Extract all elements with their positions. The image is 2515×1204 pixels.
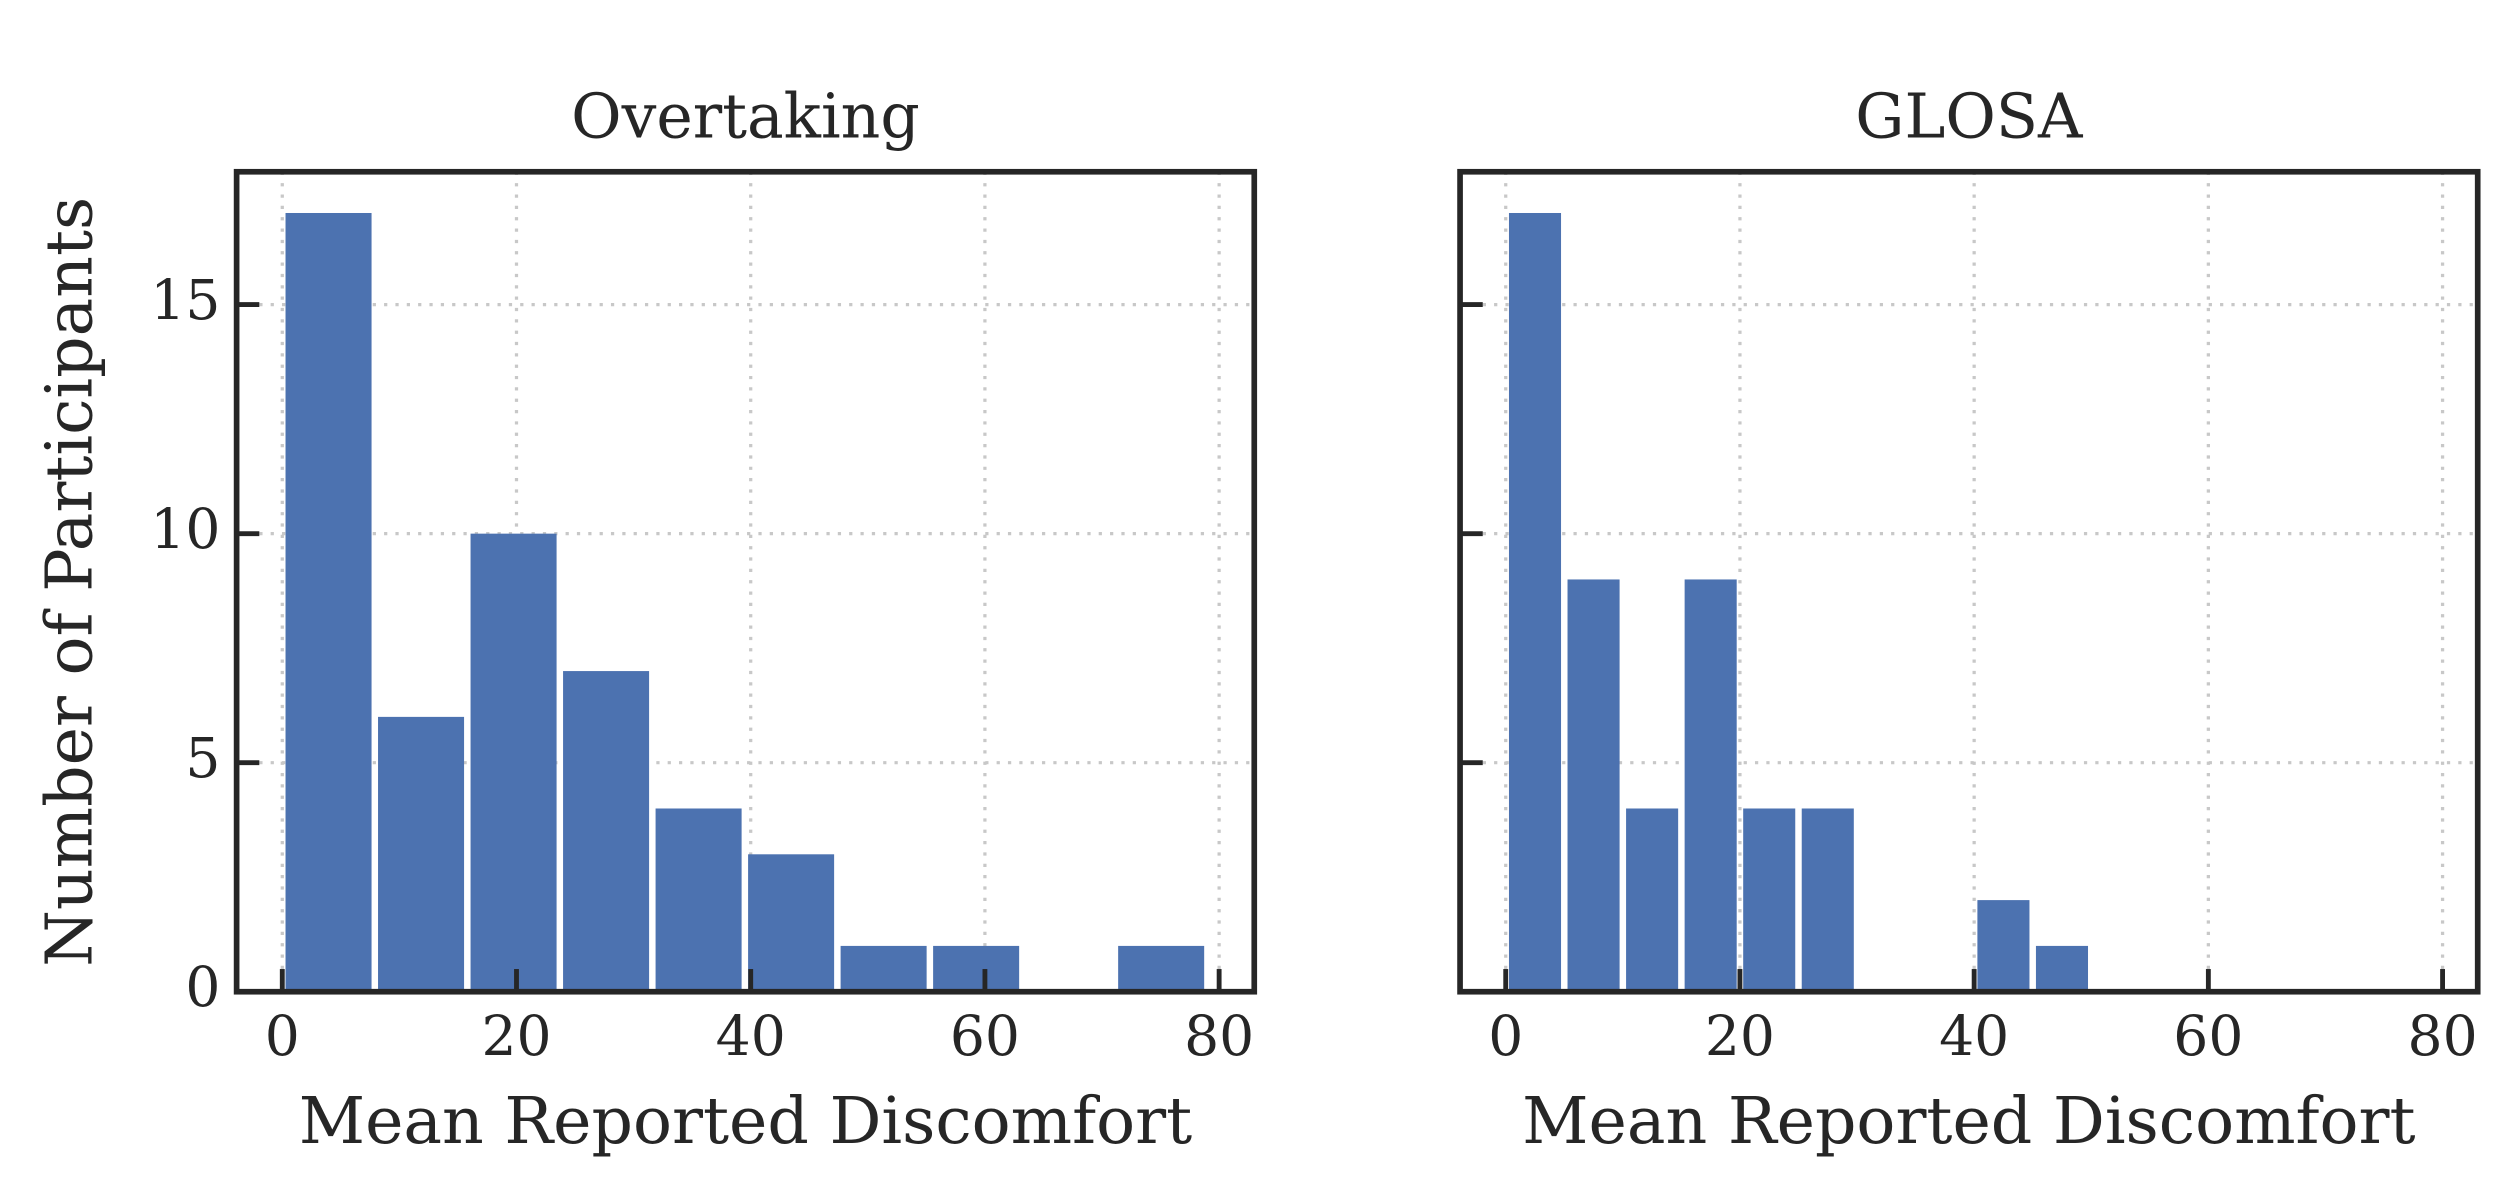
bar <box>470 533 557 992</box>
bar <box>748 854 835 992</box>
bar <box>840 945 927 992</box>
x-tick-label: 60 <box>950 1004 1020 1068</box>
x-axis-label: Mean Reported Discomfort <box>299 1084 1192 1159</box>
plot-frame <box>1457 168 2481 995</box>
bar <box>655 808 742 992</box>
y-tick-label: 0 <box>185 955 220 1019</box>
bar <box>2035 945 2089 992</box>
bar <box>933 945 1020 992</box>
bar <box>563 671 650 992</box>
x-tick-label: 60 <box>2173 1004 2243 1068</box>
bar <box>1977 900 2030 992</box>
x-axis-label: Mean Reported Discomfort <box>1522 1084 2415 1159</box>
bar <box>1567 579 1620 992</box>
x-tick-label: 40 <box>1939 1004 2009 1068</box>
bar <box>1801 808 1854 992</box>
x-tick-label: 20 <box>1705 1004 1775 1068</box>
x-tick-label: 40 <box>716 1004 786 1068</box>
x-tick-label: 80 <box>1184 1004 1254 1068</box>
bar <box>285 212 372 992</box>
y-axis-label: Number of Participants <box>33 197 108 967</box>
bar <box>378 716 465 992</box>
x-tick-label: 20 <box>481 1004 551 1068</box>
panel-title: GLOSA <box>1855 81 2084 153</box>
bar <box>1743 808 1796 992</box>
x-tick-label: 0 <box>1488 1004 1523 1068</box>
bar <box>1626 808 1679 992</box>
y-tick-label: 10 <box>150 497 220 561</box>
x-tick-label: 0 <box>265 1004 300 1068</box>
bar <box>1508 212 1562 992</box>
bar <box>1118 945 1205 992</box>
y-tick-label: 15 <box>150 268 220 332</box>
x-tick-label: 80 <box>2408 1004 2478 1068</box>
panel-title: Overtaking <box>571 81 920 153</box>
bar <box>1684 579 1737 992</box>
plot-frame <box>233 168 1258 995</box>
y-tick-label: 5 <box>185 726 220 790</box>
